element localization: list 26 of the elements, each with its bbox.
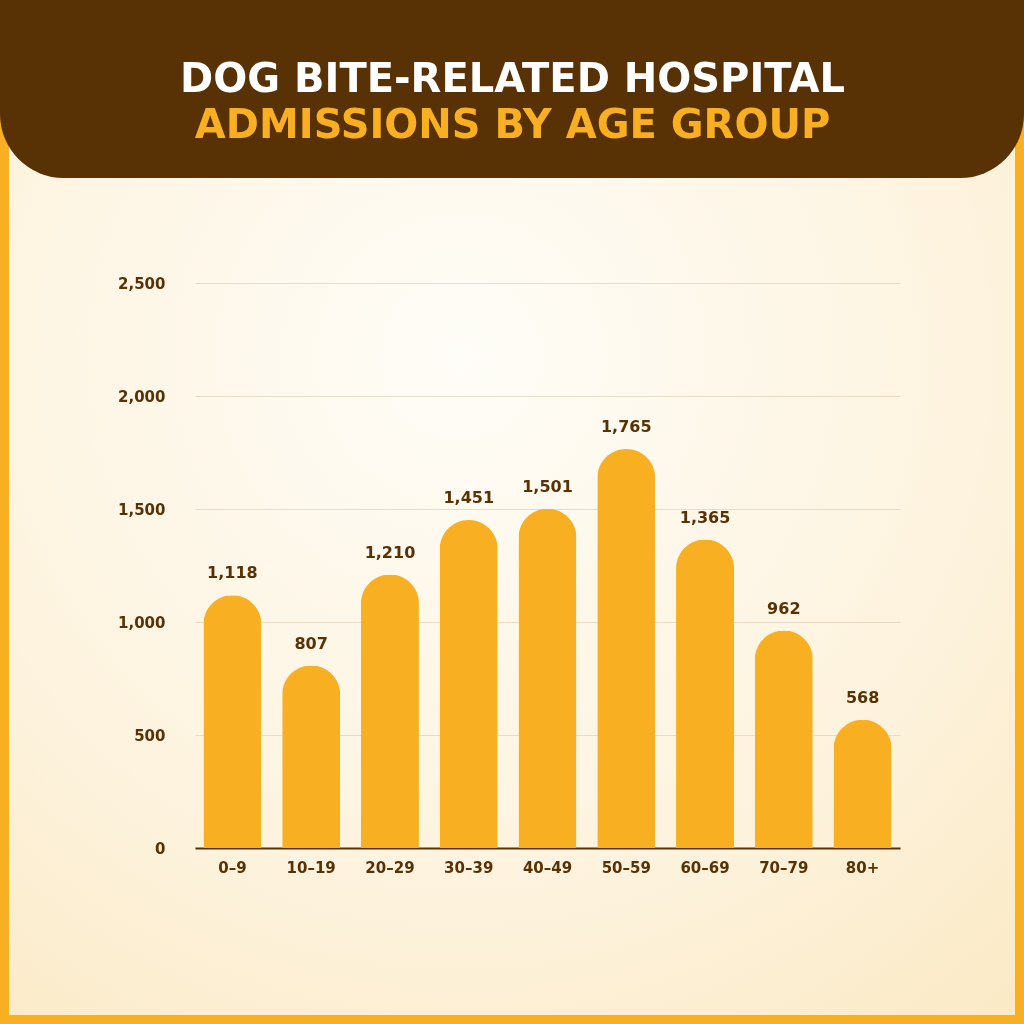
data-label: 1,765 xyxy=(600,417,652,437)
data-label: 1,365 xyxy=(679,507,731,527)
data-label: 962 xyxy=(767,598,801,618)
data-label: 1,210 xyxy=(364,542,416,562)
data-label: 1,451 xyxy=(443,488,495,508)
data-label: 1,118 xyxy=(207,563,258,583)
y-tick-label: 2,500 xyxy=(118,274,166,293)
y-tick-label: 2,000 xyxy=(118,387,166,406)
data-label: 807 xyxy=(294,633,328,653)
y-tick-label: 500 xyxy=(134,726,166,745)
y-tick-label: 0 xyxy=(155,839,166,858)
x-tick-label: 80+ xyxy=(845,858,880,877)
chart-subtitle: ADMISSIONS BY AGE GROUP xyxy=(194,101,831,147)
data-label: 568 xyxy=(845,687,880,707)
x-tick-label: 70–79 xyxy=(759,858,809,877)
y-tick-label: 1,000 xyxy=(118,613,166,632)
x-tick-label: 50–59 xyxy=(601,858,651,877)
data-label: 1,501 xyxy=(522,476,573,496)
x-tick-label: 60–69 xyxy=(680,858,730,877)
x-tick-label: 0–9 xyxy=(218,858,247,877)
x-tick-label: 40–49 xyxy=(522,858,573,877)
x-tick-label: 20–29 xyxy=(365,858,415,877)
x-tick-label: 10–19 xyxy=(286,858,336,877)
x-tick-label: 30–39 xyxy=(444,858,494,877)
y-tick-label: 1,500 xyxy=(118,500,166,519)
chart-title: DOG BITE-RELATED HOSPITAL xyxy=(180,55,845,101)
